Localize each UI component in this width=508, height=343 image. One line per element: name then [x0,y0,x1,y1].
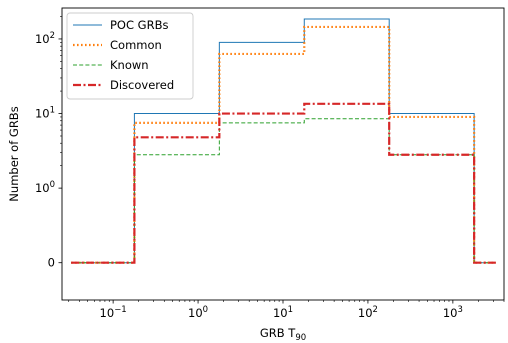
legend-label-discovered: Discovered [110,78,174,92]
series-line-known [71,118,496,264]
series-line-common [71,25,496,264]
tick-layer: 10−1 100 101 102 103 0 100 101 102 [35,16,505,320]
y-axis-label: Number of GRBs [7,106,21,201]
x-tick-label: 102 [358,305,378,320]
x-axis-label-subscript: 90 [295,333,306,343]
legend-label-poc-grbs: POC GRBs [110,18,168,32]
y-tick-label: 102 [35,31,55,46]
x-tick-label: 101 [273,305,293,320]
legend-box [66,12,194,100]
legend-label-common: Common [110,38,162,52]
x-tick-label: 100 [188,305,208,320]
x-tick-label: 103 [443,305,463,320]
y-tick-label: 0 [48,256,55,270]
legend-label-known: Known [110,58,149,72]
x-axis-label: GRB T90 [260,326,306,343]
y-tick-label: 101 [35,106,55,121]
legend: POC GRBs Common Known Discovered [66,12,194,100]
x-tick-label: 10−1 [100,305,127,320]
series-layer [71,18,496,264]
y-tick-label: 100 [35,180,55,195]
series-line-discovered [71,102,496,264]
